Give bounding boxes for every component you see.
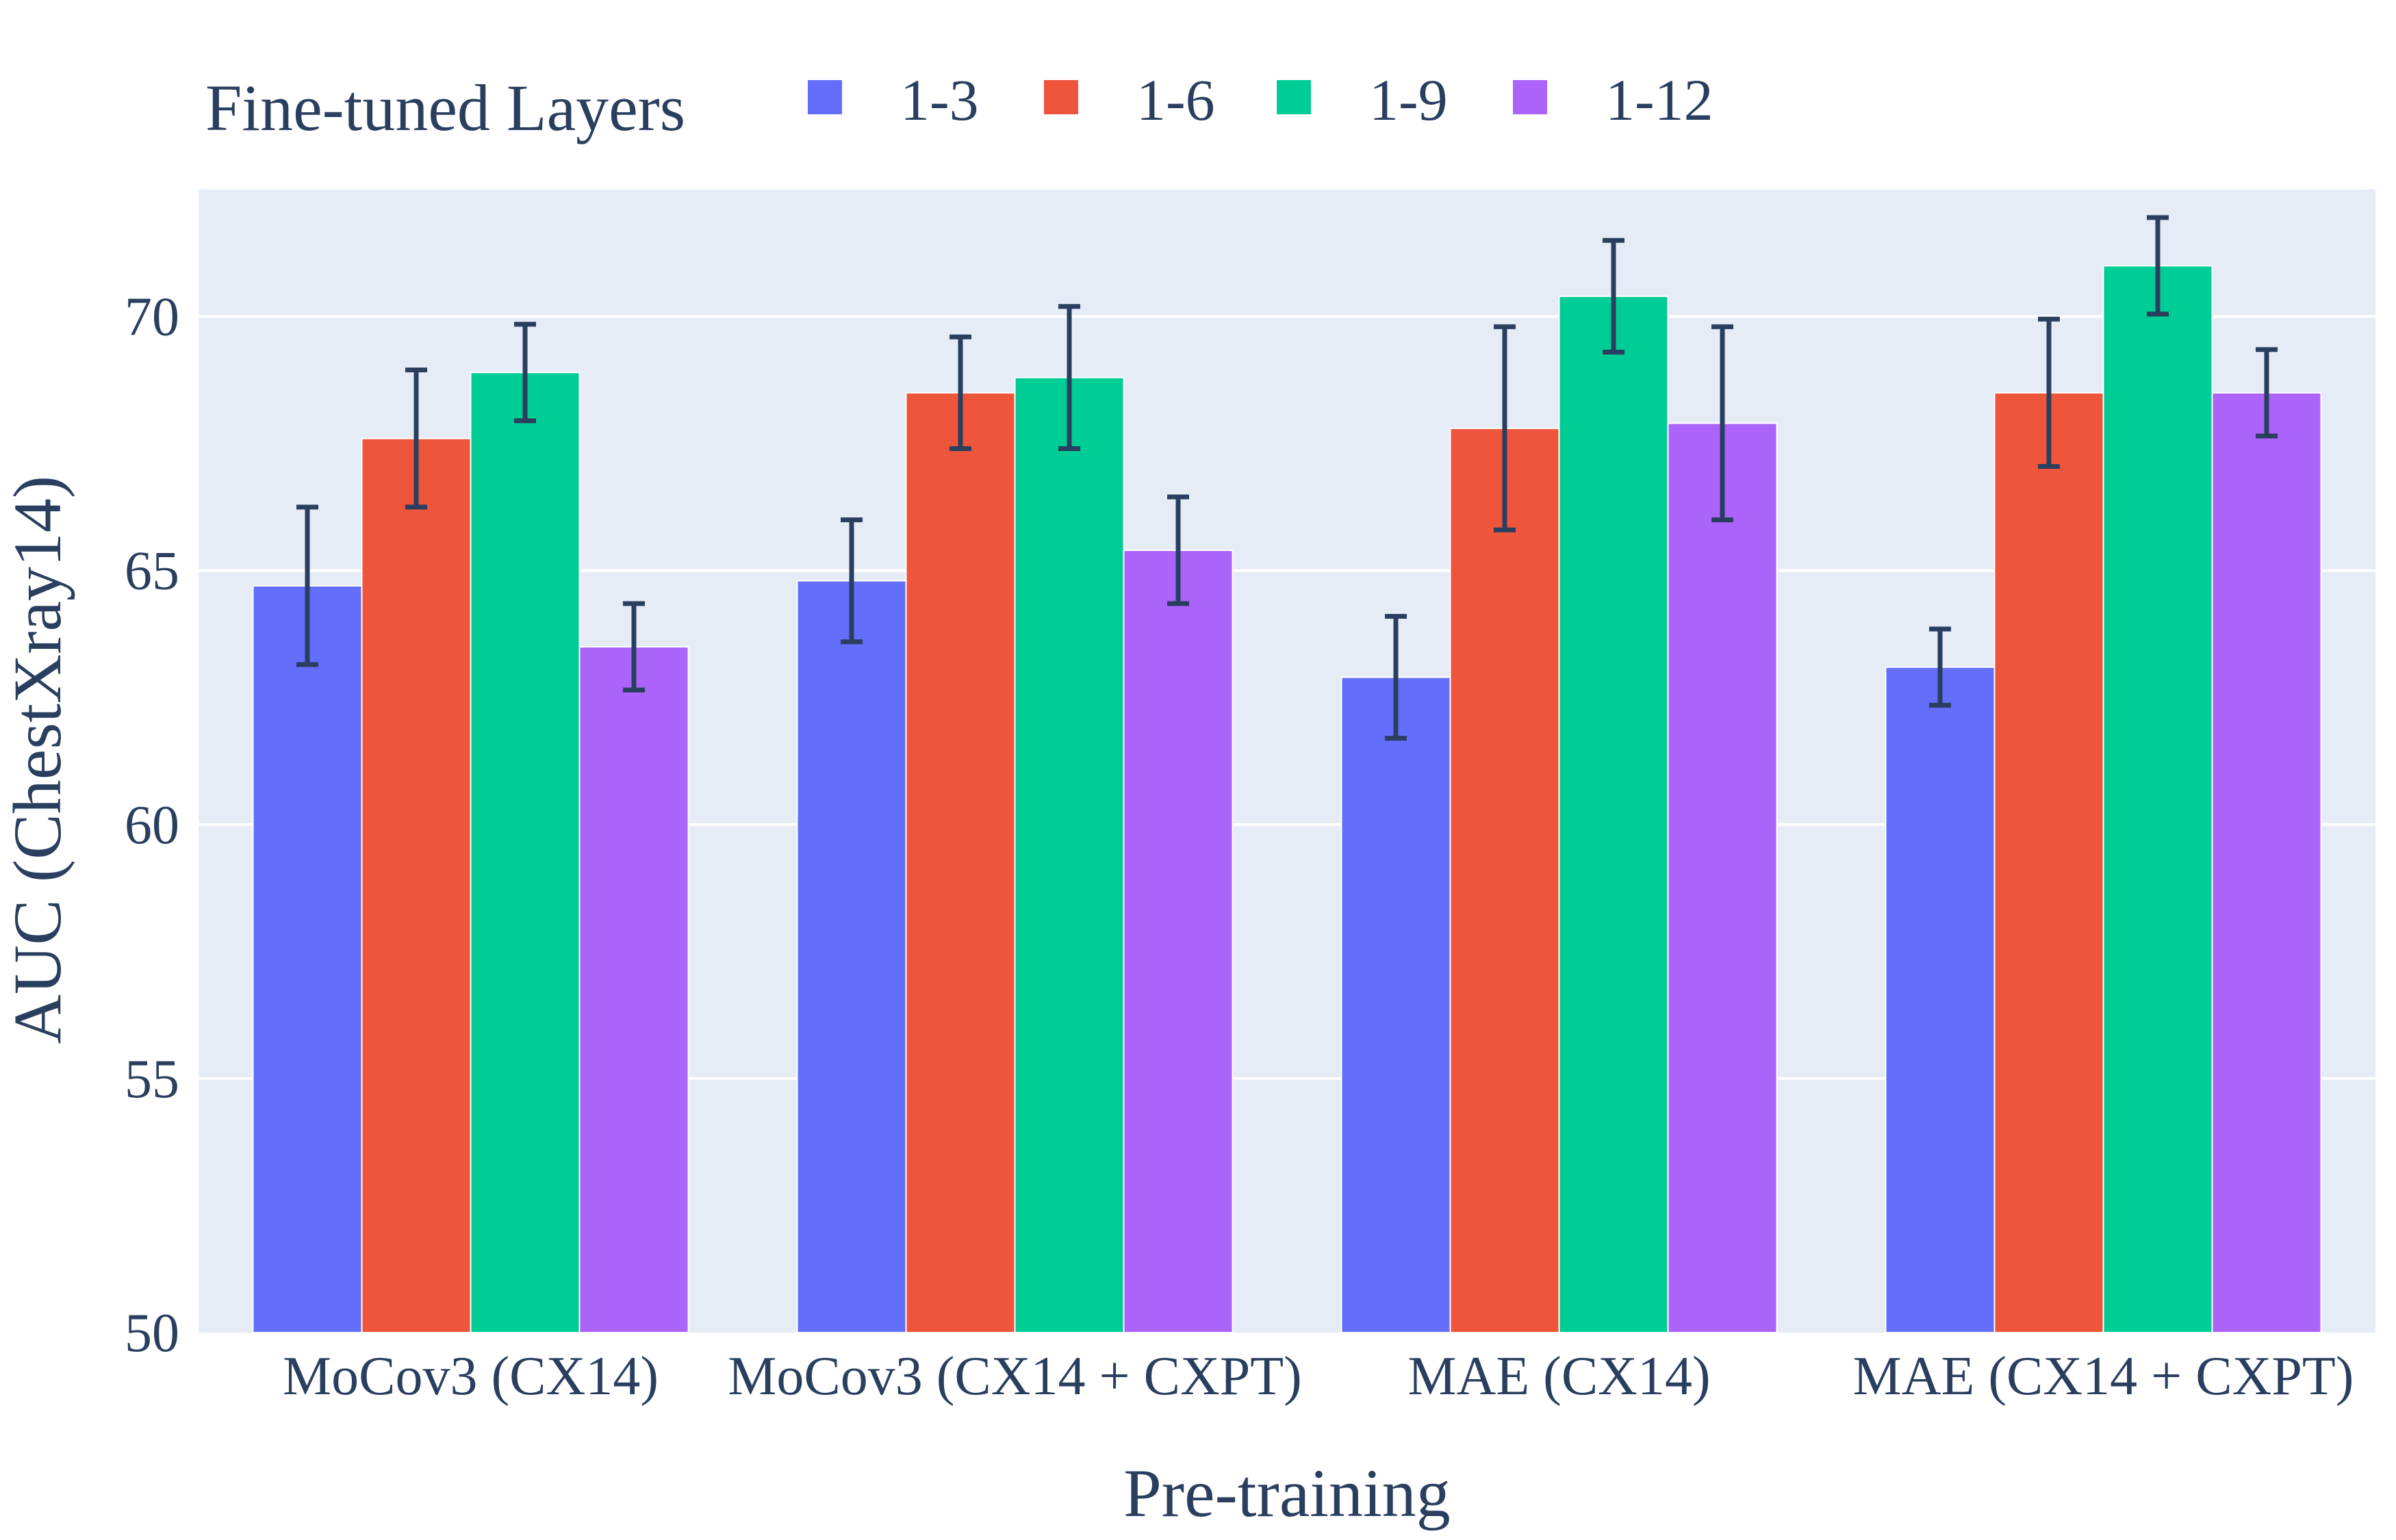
bar-1-3-2 bbox=[1340, 676, 1451, 1333]
bar-1-12-3 bbox=[2211, 392, 2322, 1333]
legend-label: 1-12 bbox=[1605, 67, 1713, 133]
legend-label: 1-9 bbox=[1369, 67, 1448, 133]
legend-swatch bbox=[1513, 80, 1547, 114]
y-tick-label: 50 bbox=[125, 1303, 179, 1363]
legend-swatch bbox=[1277, 80, 1311, 114]
error-bar bbox=[2256, 347, 2278, 439]
error-bar bbox=[405, 367, 427, 510]
bar-1-3-3 bbox=[1885, 666, 1996, 1333]
bar-1-9-0 bbox=[470, 372, 581, 1334]
bar-1-9-3 bbox=[2102, 265, 2213, 1333]
legend-swatch bbox=[1044, 80, 1078, 114]
legend-item-1-12: 1-12 bbox=[1513, 67, 1713, 133]
error-bar bbox=[1929, 626, 1951, 708]
error-bar bbox=[1167, 494, 1189, 606]
x-axis-ticks: MoCov3 (CX14) MoCov3 (CX14 + CXPT) MAE (CX… bbox=[283, 1346, 2354, 1407]
error-bar bbox=[841, 517, 863, 645]
x-tick-label: MAE (CX14 + CXPT) bbox=[1853, 1346, 2354, 1407]
error-bar bbox=[2147, 215, 2169, 317]
error-bars bbox=[296, 215, 2278, 741]
legend-swatch bbox=[808, 80, 842, 114]
y-axis-title: AUC (ChestXray14) bbox=[0, 476, 75, 1044]
bar-1-12-1 bbox=[1123, 549, 1234, 1333]
bar-1-12-0 bbox=[578, 646, 689, 1333]
error-bar bbox=[1058, 304, 1080, 452]
bar-1-6-0 bbox=[361, 437, 472, 1334]
bar-1-3-1 bbox=[796, 580, 907, 1333]
bar-1-6-2 bbox=[1449, 427, 1560, 1333]
error-bar bbox=[623, 601, 645, 693]
y-tick-label: 70 bbox=[125, 287, 179, 348]
error-bar bbox=[296, 504, 318, 667]
y-tick-label: 60 bbox=[125, 795, 179, 856]
legend: Fine-tuned Layers 1-3 1-6 1-9 1-12 bbox=[205, 67, 1713, 144]
y-axis-ticks: 50 55 60 65 70 bbox=[125, 287, 179, 1363]
legend-title: Fine-tuned Layers bbox=[205, 71, 685, 144]
error-bar bbox=[1494, 324, 1516, 532]
y-tick-label: 55 bbox=[125, 1049, 179, 1109]
bar-1-6-1 bbox=[905, 392, 1016, 1333]
x-tick-label: MAE (CX14) bbox=[1407, 1346, 1710, 1407]
bar-1-12-2 bbox=[1667, 422, 1778, 1333]
legend-item-1-9: 1-9 bbox=[1277, 67, 1448, 133]
bar-1-6-3 bbox=[1993, 392, 2104, 1333]
legend-item-1-6: 1-6 bbox=[1044, 67, 1215, 133]
error-bar bbox=[1603, 238, 1624, 355]
error-bar bbox=[1385, 613, 1407, 741]
bar-1-9-1 bbox=[1014, 376, 1125, 1333]
legend-label: 1-6 bbox=[1136, 67, 1215, 133]
legend-item-1-3: 1-3 bbox=[808, 67, 979, 133]
bar-1-9-2 bbox=[1558, 295, 1669, 1333]
y-tick-label: 65 bbox=[125, 541, 179, 602]
x-tick-label: MoCov3 (CX14 + CXPT) bbox=[728, 1346, 1302, 1407]
error-bar bbox=[514, 322, 536, 424]
legend-label: 1-3 bbox=[900, 67, 979, 133]
error-bar bbox=[2038, 316, 2060, 470]
bars bbox=[252, 265, 2322, 1334]
error-bar bbox=[950, 334, 971, 452]
x-tick-label: MoCov3 (CX14) bbox=[283, 1346, 659, 1407]
bar-1-3-0 bbox=[252, 585, 363, 1333]
error-bar bbox=[1711, 324, 1733, 522]
x-axis-title: Pre-training bbox=[1123, 1455, 1451, 1531]
